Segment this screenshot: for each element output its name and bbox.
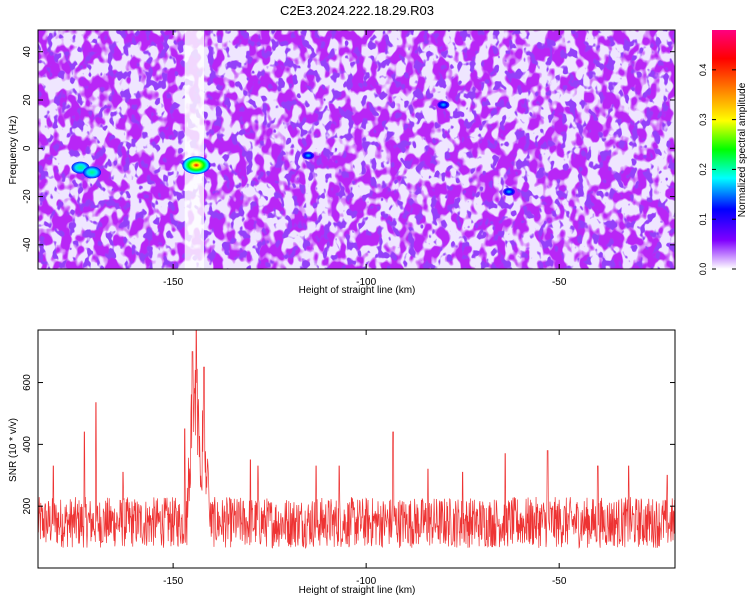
spectrogram-x-axis-label: Height of straight line (km) (299, 285, 416, 296)
spectrogram-quiet-band (184, 30, 205, 269)
colorbar-tick-label: 0.2 (698, 163, 708, 176)
colorbar-tick-label: 0.0 (698, 263, 708, 276)
spectrogram-y-tick-label: 40 (22, 46, 33, 58)
snr-x-tick-label: -150 (163, 576, 183, 587)
snr-x-axis-label: Height of straight line (km) (299, 585, 416, 596)
spectrogram-hotspot (182, 156, 211, 175)
snr-y-axis-label: SNR (10 * v/v) (8, 418, 19, 482)
spectrogram-panel: -150 -100 -50 -40 -20 0 20 40 Height of straig… (8, 29, 676, 296)
snr-y-ticks: 200 400 600 (22, 374, 675, 515)
spectrogram-hotspot (437, 100, 450, 109)
spectrogram-hotspot (502, 187, 515, 196)
snr-x-ticks: -150 -100 -50 (163, 330, 567, 587)
spectrogram-hotspot (302, 151, 315, 160)
spectrogram-x-tick-label: -150 (163, 277, 183, 288)
colorbar-label: Normalized spectral amplitude (737, 82, 748, 217)
spectrogram-y-tick-label: -20 (22, 189, 33, 204)
spectrogram-x-tick-label: -50 (552, 277, 567, 288)
spectrogram-hotspots (71, 100, 515, 196)
snr-series-line (38, 330, 675, 549)
spectrogram-noise-texture (38, 30, 675, 269)
spectrogram-y-axis-label: Frequency (Hz) (8, 116, 19, 185)
snr-x-tick-label: -100 (356, 576, 376, 587)
spectrogram-y-ticks: -40 -20 0 20 40 (22, 46, 675, 252)
spectrogram-y-tick-label: 20 (22, 94, 33, 106)
snr-panel: -150 -100 -50 200 400 600 Height of straight… (8, 329, 676, 596)
spectrogram-frame (37, 29, 676, 270)
spectrogram-y-tick-label: 0 (22, 145, 33, 151)
spectrogram-x-ticks: -150 -100 -50 (163, 30, 567, 288)
snr-y-tick-label: 400 (22, 436, 33, 453)
colorbar-tick-label: 0.1 (698, 213, 708, 226)
spectrogram-x-tick-label: -100 (356, 277, 376, 288)
spectrogram-y-tick-label: -40 (22, 237, 33, 252)
colorbar-tick-label: 0.4 (698, 64, 708, 77)
snr-y-tick-label: 200 (22, 497, 33, 514)
snr-frame (37, 329, 676, 569)
spectrogram-hotspot (83, 166, 102, 179)
snr-x-tick-label: -50 (552, 576, 567, 587)
colorbar-ticks: 0.0 0.1 0.2 0.3 0.4 (698, 64, 736, 276)
snr-y-tick-label: 600 (22, 374, 33, 391)
colorbar: 0.0 0.1 0.2 0.3 0.4 Normalized spectral ampl… (698, 30, 748, 275)
colorbar-tick-label: 0.3 (698, 113, 708, 126)
colorbar-gradient (712, 30, 736, 269)
figure-title: C2E3.2024.222.18.29.R03 (280, 3, 434, 18)
